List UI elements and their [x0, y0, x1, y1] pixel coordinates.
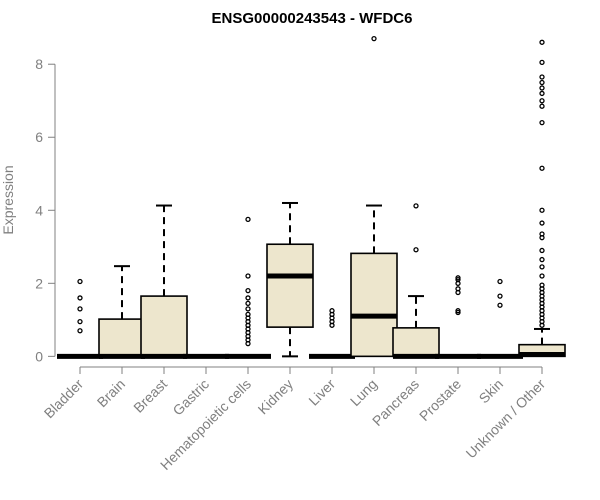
outlier-point — [329, 308, 335, 314]
box — [98, 318, 146, 358]
x-tick-label: Lung — [347, 376, 380, 409]
x-tick-label: Unknown / Other — [463, 376, 549, 462]
outlier-point — [77, 295, 83, 301]
x-tick-label: Skin — [476, 376, 507, 407]
outlier-point — [539, 264, 545, 270]
outlier-point — [539, 273, 545, 279]
outlier-point — [539, 79, 545, 86]
outlier-point — [539, 220, 545, 226]
box — [350, 252, 398, 358]
outlier-point — [539, 207, 545, 213]
x-tick-label: Kidney — [255, 376, 297, 418]
outlier-point — [539, 165, 545, 171]
outlier-point — [455, 308, 461, 314]
chart-title: ENSG00000243543 - WFDC6 — [212, 10, 413, 27]
outlier-point — [497, 302, 503, 308]
outlier-point — [539, 231, 545, 237]
outlier-point — [245, 300, 251, 307]
y-tick-label: 4 — [35, 202, 43, 218]
x-tick-label: Bladder — [41, 376, 87, 422]
outlier-point — [245, 287, 251, 294]
outlier-point — [539, 119, 545, 126]
outlier-point — [455, 277, 461, 283]
outlier-point — [539, 59, 545, 66]
outlier-point — [371, 36, 377, 42]
outlier-point — [539, 247, 545, 254]
x-tick-label: Prostate — [416, 376, 464, 424]
x-tick-label: Liver — [305, 376, 338, 409]
outlier-point — [77, 306, 83, 312]
outlier-point — [245, 311, 251, 318]
outlier-point — [77, 328, 83, 334]
box — [392, 327, 440, 358]
outlier-point — [413, 203, 419, 209]
x-tick-label: Brain — [94, 376, 128, 410]
outlier-point — [77, 278, 83, 285]
outlier-point — [539, 98, 545, 104]
y-tick-label: 6 — [35, 129, 43, 145]
outlier-point — [455, 286, 461, 292]
outlier-point — [497, 278, 503, 285]
outlier-point — [455, 309, 461, 316]
outlier-point — [539, 103, 545, 109]
outlier-point — [539, 282, 545, 288]
outlier-point — [455, 275, 461, 281]
outlier-point — [539, 74, 545, 80]
y-tick-label: 0 — [35, 348, 43, 364]
outlier-point — [77, 319, 83, 325]
outlier-point — [245, 216, 251, 223]
box — [266, 243, 314, 328]
outlier-point — [539, 85, 545, 91]
outlier-point — [413, 247, 419, 253]
outlier-point — [539, 90, 545, 97]
outlier-point — [245, 273, 251, 279]
y-tick-label: 2 — [35, 275, 43, 291]
outlier-point — [539, 39, 545, 45]
y-axis-label: Expression — [0, 165, 16, 234]
outlier-point — [245, 306, 251, 312]
x-tick-label: Pancreas — [369, 376, 422, 429]
outlier-point — [497, 293, 503, 299]
box — [140, 295, 188, 358]
y-tick-label: 8 — [35, 56, 43, 72]
x-tick-label: Breast — [130, 376, 170, 416]
outlier-point — [245, 295, 251, 301]
outlier-point — [539, 256, 545, 263]
